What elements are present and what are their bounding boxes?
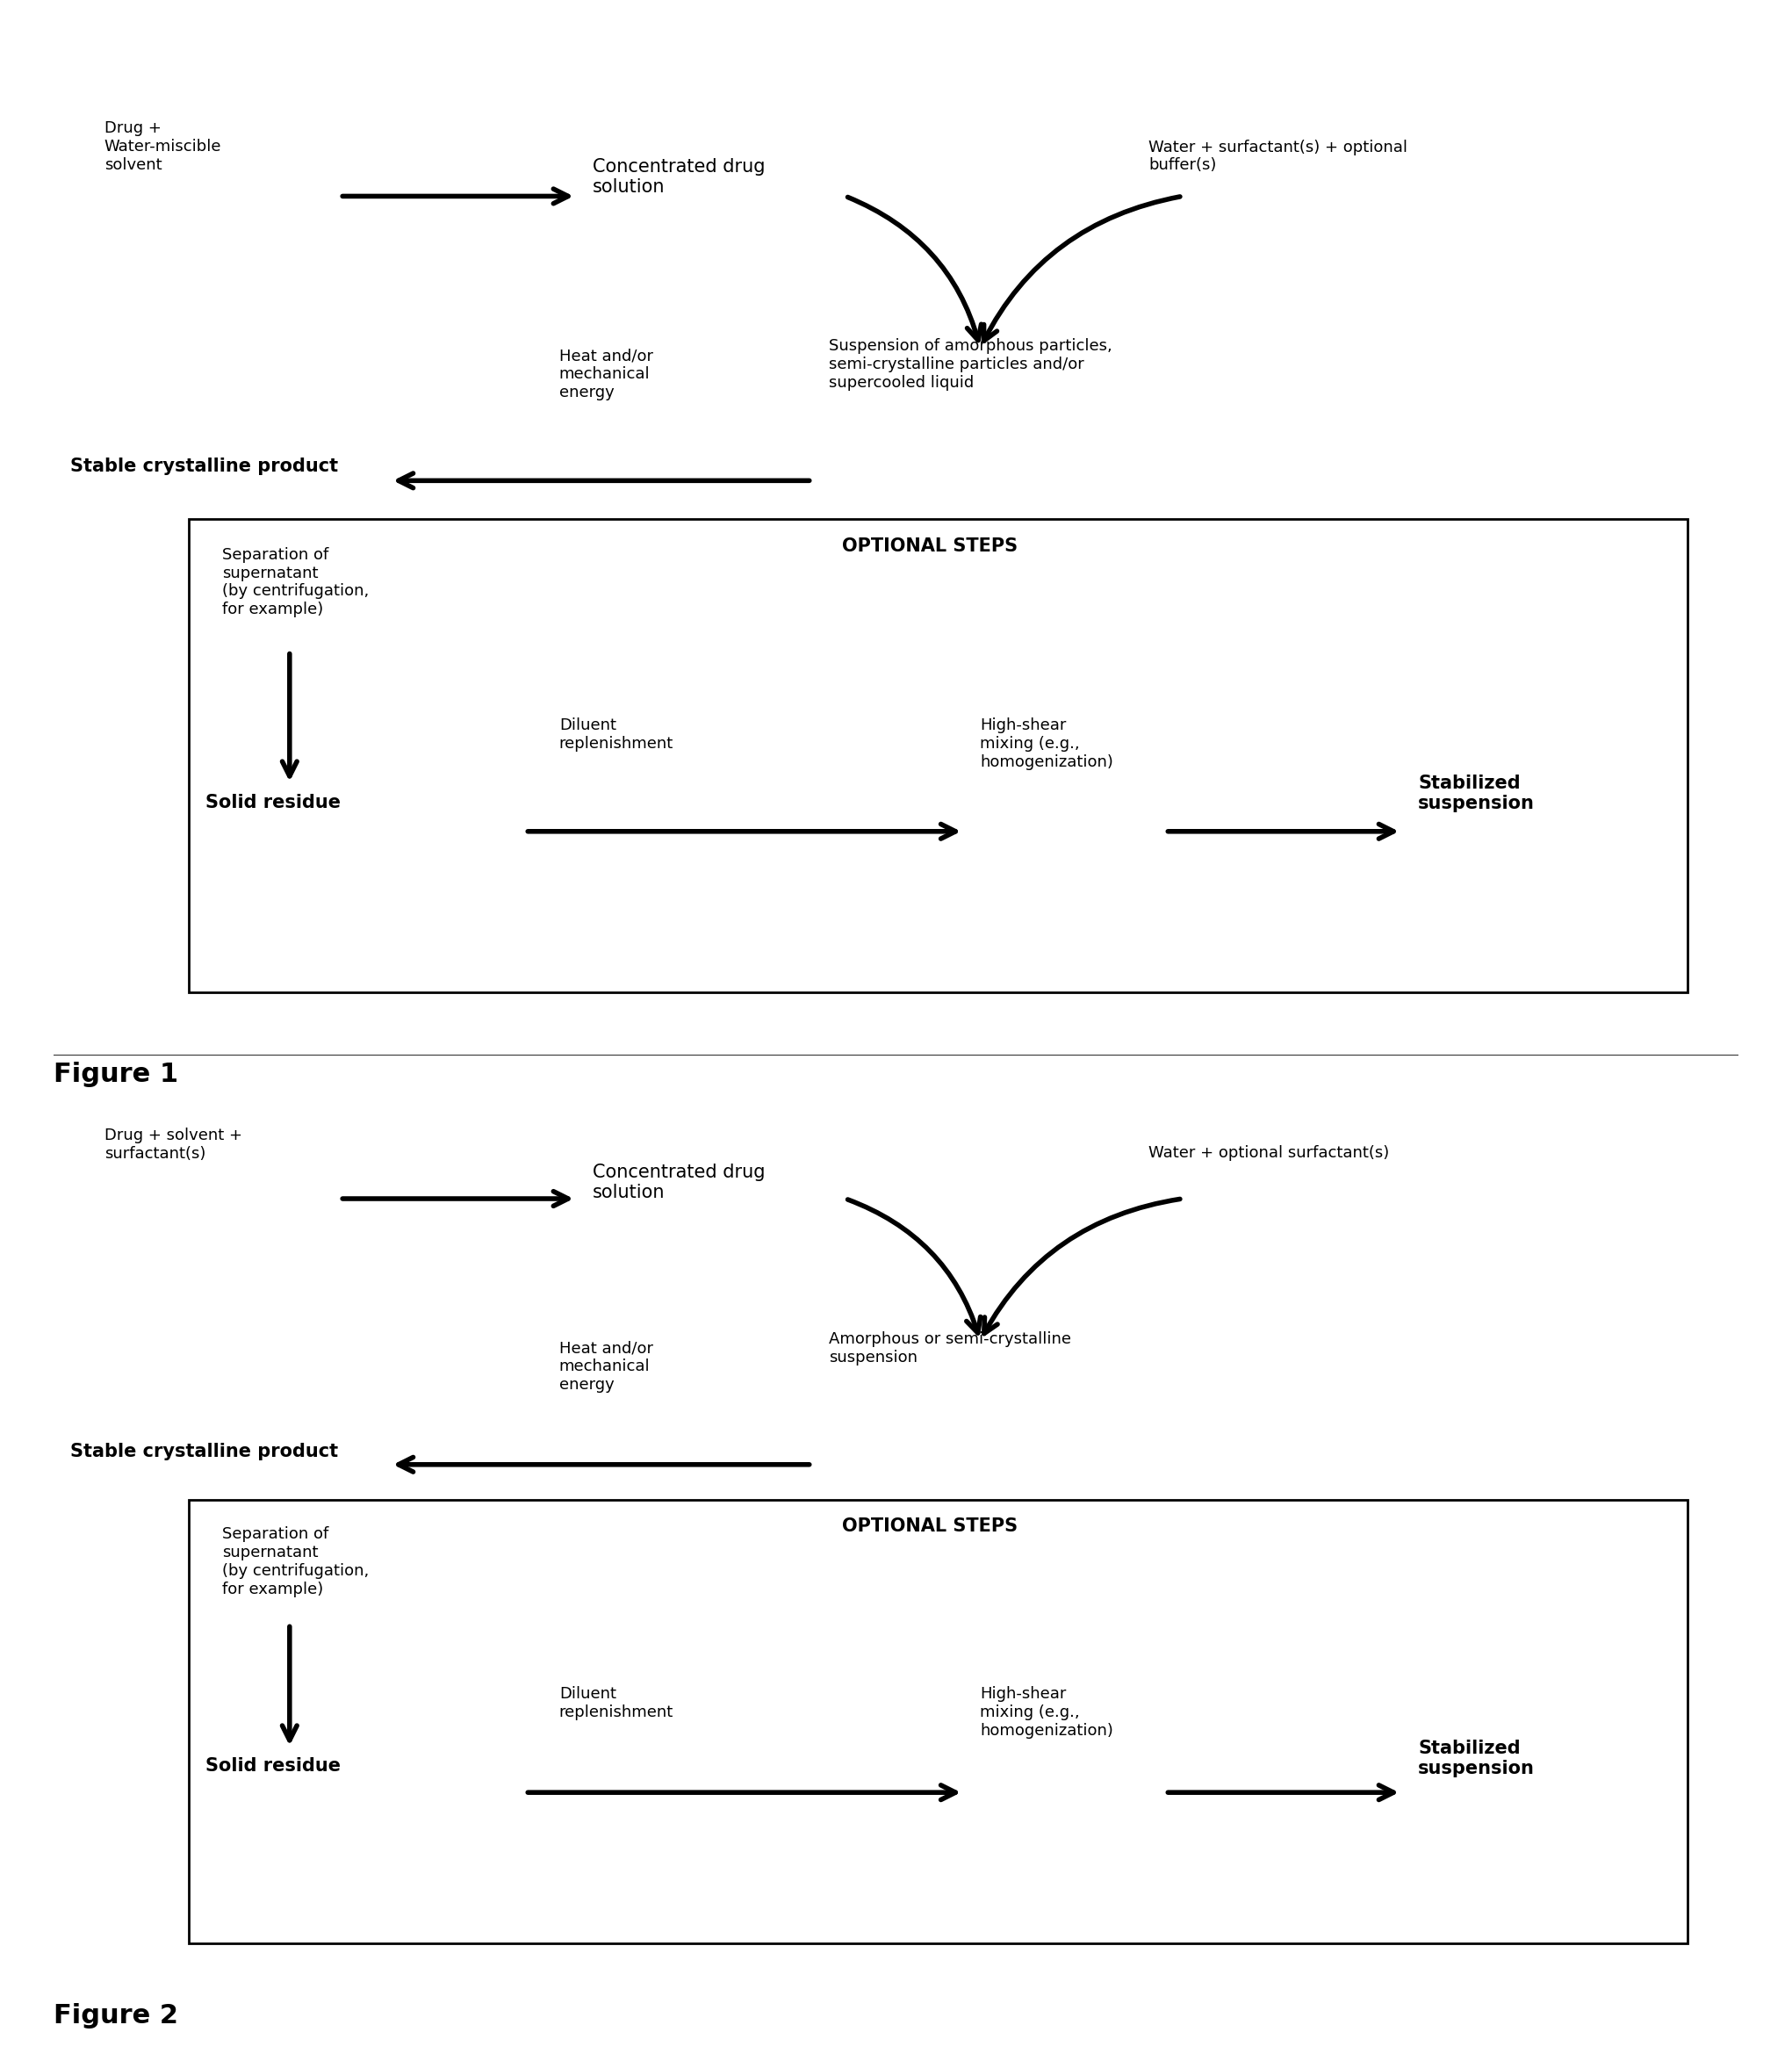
- Text: Diluent
replenishment: Diluent replenishment: [559, 717, 674, 752]
- Text: Figure 1: Figure 1: [54, 1061, 179, 1086]
- Text: Diluent
replenishment: Diluent replenishment: [559, 1686, 674, 1721]
- Text: OPTIONAL STEPS: OPTIONAL STEPS: [842, 1517, 1018, 1535]
- Text: Drug +
Water-miscible
solvent: Drug + Water-miscible solvent: [104, 120, 222, 173]
- Text: Solid residue: Solid residue: [206, 1756, 340, 1775]
- Text: Amorphous or semi-crystalline
suspension: Amorphous or semi-crystalline suspension: [828, 1331, 1072, 1366]
- Text: Heat and/or
mechanical
energy: Heat and/or mechanical energy: [559, 1340, 652, 1393]
- Bar: [188, 1500, 1688, 1944]
- Text: High-shear
mixing (e.g.,
homogenization): High-shear mixing (e.g., homogenization): [980, 1686, 1113, 1737]
- Text: Concentrated drug
solution: Concentrated drug solution: [593, 1162, 765, 1202]
- Text: Concentrated drug
solution: Concentrated drug solution: [593, 159, 765, 196]
- Text: Water + surfactant(s) + optional
buffer(s): Water + surfactant(s) + optional buffer(…: [1149, 140, 1409, 173]
- Text: Stabilized
suspension: Stabilized suspension: [1417, 775, 1536, 812]
- Text: Drug + solvent +
surfactant(s): Drug + solvent + surfactant(s): [104, 1127, 242, 1162]
- Text: Heat and/or
mechanical
energy: Heat and/or mechanical energy: [559, 348, 652, 400]
- Bar: [188, 519, 1688, 993]
- Text: High-shear
mixing (e.g.,
homogenization): High-shear mixing (e.g., homogenization): [980, 717, 1113, 771]
- Text: Stable crystalline product: Stable crystalline product: [70, 458, 339, 476]
- Text: Separation of
supernatant
(by centrifugation,
for example): Separation of supernatant (by centrifuga…: [222, 1527, 369, 1597]
- Text: Stable crystalline product: Stable crystalline product: [70, 1443, 339, 1459]
- Text: Figure 2: Figure 2: [54, 2003, 179, 2028]
- Text: Water + optional surfactant(s): Water + optional surfactant(s): [1149, 1146, 1389, 1160]
- Text: Separation of
supernatant
(by centrifugation,
for example): Separation of supernatant (by centrifuga…: [222, 546, 369, 618]
- Text: OPTIONAL STEPS: OPTIONAL STEPS: [842, 538, 1018, 554]
- Text: Suspension of amorphous particles,
semi-crystalline particles and/or
supercooled: Suspension of amorphous particles, semi-…: [828, 338, 1113, 392]
- Text: Stabilized
suspension: Stabilized suspension: [1417, 1739, 1536, 1777]
- Text: Solid residue: Solid residue: [206, 793, 340, 812]
